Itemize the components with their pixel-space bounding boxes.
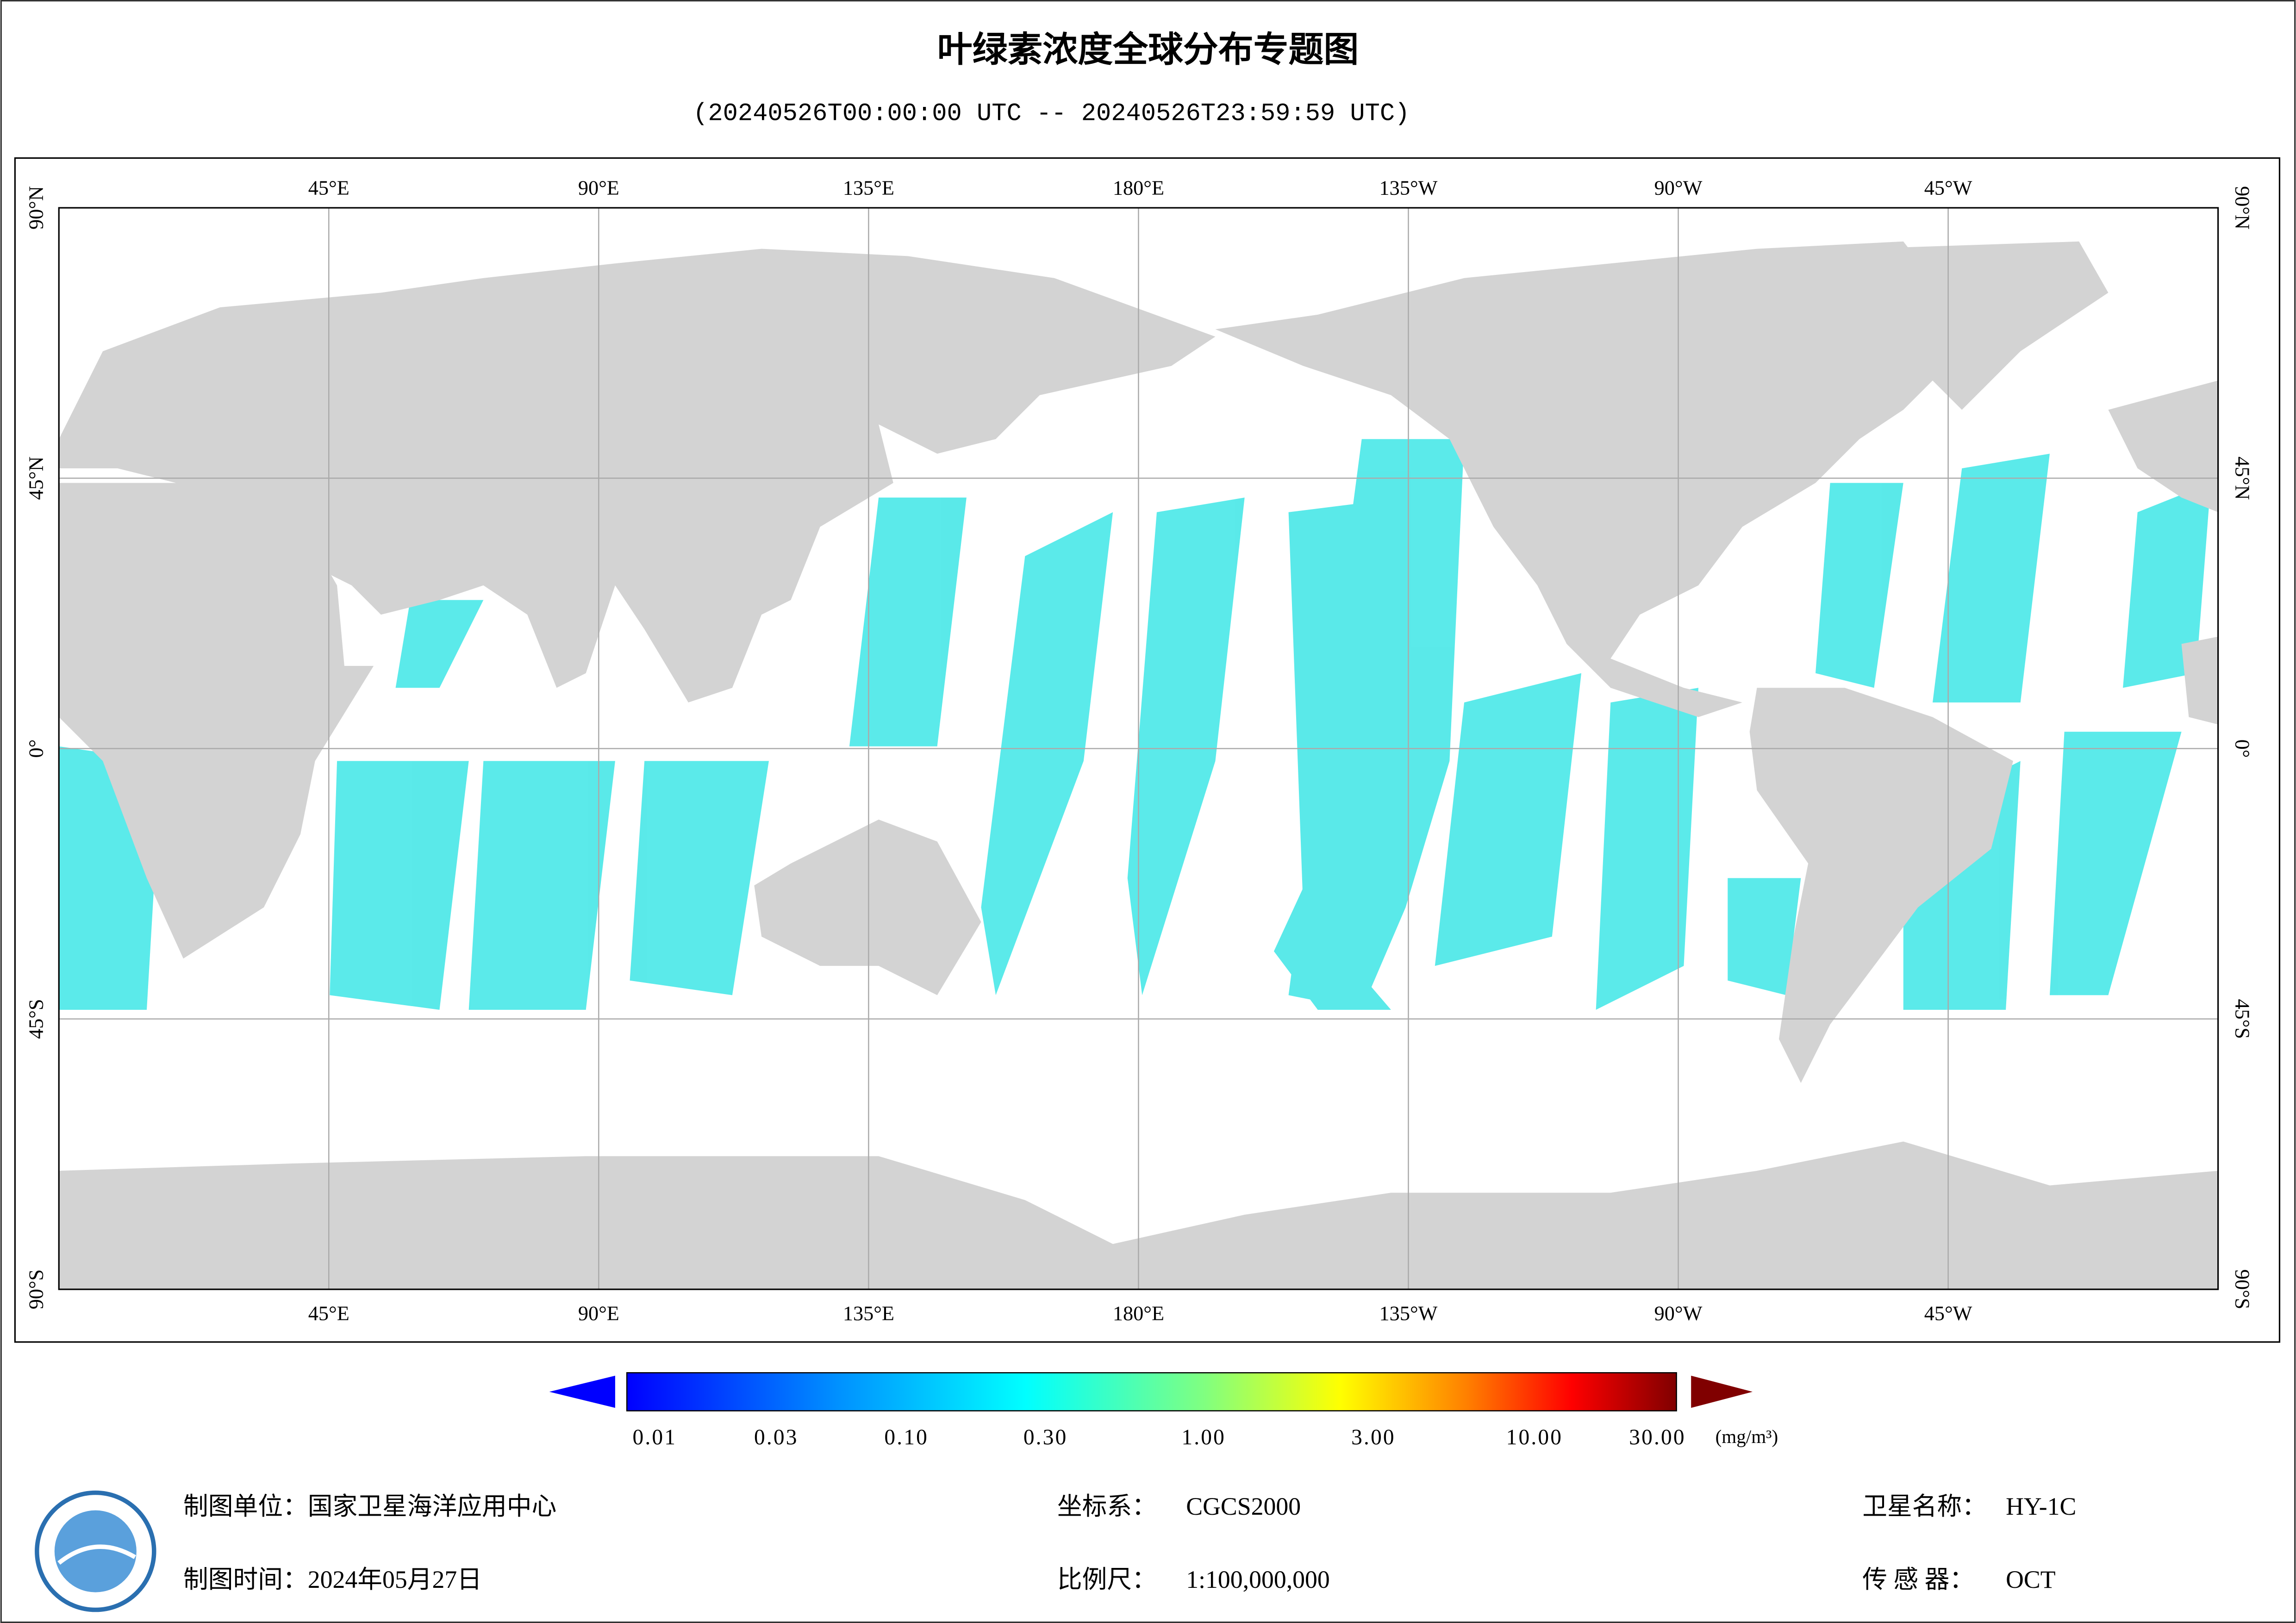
lat-label-right: 90°N bbox=[2231, 186, 2254, 230]
swath bbox=[1435, 673, 1582, 966]
scale-label: 比例尺： bbox=[1057, 1566, 1157, 1593]
africa-east bbox=[2181, 636, 2218, 725]
title: 叶绿素浓度全球分布专题图 bbox=[937, 29, 1359, 70]
lon-label-bottom: 135°W bbox=[1379, 1302, 1438, 1325]
sensor-label: 传 感 器： bbox=[1862, 1566, 1974, 1593]
colorbar-label: 0.30 bbox=[1023, 1425, 1068, 1449]
map-body bbox=[58, 207, 2219, 1290]
lon-label-top: 90°E bbox=[578, 177, 619, 199]
swath bbox=[2049, 732, 2182, 995]
colorbar-label: 10.00 bbox=[1506, 1425, 1563, 1449]
lon-label-bottom: 90°E bbox=[578, 1302, 619, 1325]
lat-label-left: 45°S bbox=[25, 999, 47, 1039]
satellite: HY-1C bbox=[2006, 1492, 2076, 1520]
swath bbox=[1288, 439, 1465, 1010]
logo-orbit bbox=[57, 1544, 137, 1565]
map-date: 制图时间：2024年05月27日 bbox=[183, 1566, 482, 1593]
lat-label-left: 0° bbox=[25, 740, 47, 758]
swath bbox=[849, 497, 967, 746]
greenland bbox=[1859, 241, 2109, 410]
south-america bbox=[1749, 688, 2013, 1083]
colorbar-label: 0.03 bbox=[754, 1425, 799, 1449]
colorbar-label: 0.10 bbox=[884, 1425, 929, 1449]
swath bbox=[1932, 454, 2050, 703]
lat-label-right: 90°S bbox=[2231, 1269, 2254, 1310]
sensor: OCT bbox=[2006, 1566, 2056, 1593]
lon-label-top: 135°W bbox=[1379, 177, 1438, 199]
swath bbox=[395, 600, 484, 688]
swath bbox=[1596, 688, 1699, 1010]
swath bbox=[1816, 483, 1903, 688]
swath bbox=[1728, 878, 1801, 995]
lat-label-left: 45°N bbox=[25, 456, 47, 500]
lat-label-right: 0° bbox=[2231, 740, 2254, 758]
lat-label-left: 90°S bbox=[25, 1269, 47, 1310]
colorbar-high-arrow bbox=[1691, 1375, 1753, 1408]
lon-label-bottom: 90°W bbox=[1654, 1302, 1703, 1325]
map-frame bbox=[14, 157, 2281, 1343]
swath bbox=[330, 761, 469, 1010]
satellite-label: 卫星名称： bbox=[1862, 1492, 1987, 1520]
lon-label-top: 45°E bbox=[308, 177, 349, 199]
colorbar-bar bbox=[626, 1372, 1677, 1412]
crs-label: 坐标系： bbox=[1057, 1492, 1157, 1520]
eurasia bbox=[59, 249, 1216, 703]
lon-label-bottom: 180°E bbox=[1113, 1302, 1164, 1325]
logo-globe bbox=[54, 1510, 137, 1592]
map-unit: 制图单位：国家卫星海洋应用中心 bbox=[183, 1492, 556, 1520]
colorbar-labels: 0.01 0.03 0.10 0.30 1.00 3.00 10.00 30.00 (mg/m³… bbox=[632, 1425, 1778, 1449]
swath bbox=[468, 761, 615, 1010]
lon-label-bottom: 45°E bbox=[308, 1302, 349, 1325]
lat-label-right: 45°N bbox=[2231, 456, 2254, 500]
colorbar-unit: (mg/m³) bbox=[1716, 1426, 1778, 1448]
swath bbox=[981, 512, 1113, 995]
lon-label-top: 180°E bbox=[1113, 177, 1164, 199]
europe-east bbox=[2108, 380, 2218, 512]
subtitle: (20240526T00:00:00 UTC -- 20240526T23:59… bbox=[693, 99, 1410, 128]
colorbar-low-arrow bbox=[549, 1375, 615, 1408]
lon-label-bottom: 135°E bbox=[843, 1302, 894, 1325]
australia bbox=[754, 819, 981, 995]
lon-label-top: 45°W bbox=[1924, 177, 1972, 199]
lon-label-top: 135°E bbox=[843, 177, 894, 199]
lat-label-right: 45°S bbox=[2231, 999, 2254, 1039]
scale: 1:100,000,000 bbox=[1186, 1566, 1330, 1593]
swath bbox=[630, 761, 769, 995]
lon-label-top: 90°W bbox=[1654, 177, 1703, 199]
colorbar-label: 3.00 bbox=[1351, 1425, 1396, 1449]
lon-label-bottom: 45°W bbox=[1924, 1302, 1972, 1325]
swath bbox=[2123, 483, 2211, 688]
north-america bbox=[1215, 241, 1977, 717]
swath bbox=[1127, 497, 1245, 995]
colorbar-label: 1.00 bbox=[1181, 1425, 1226, 1449]
lat-label-left: 90°N bbox=[25, 186, 47, 230]
colorbar-label: 0.01 bbox=[632, 1425, 677, 1449]
logo bbox=[35, 1490, 156, 1612]
colorbar-label: 30.00 bbox=[1629, 1425, 1686, 1449]
graticule bbox=[59, 208, 2218, 1289]
colorbar bbox=[549, 1372, 1753, 1412]
crs: CGCS2000 bbox=[1186, 1492, 1301, 1520]
map-border bbox=[58, 207, 2219, 1290]
africa bbox=[59, 483, 374, 959]
